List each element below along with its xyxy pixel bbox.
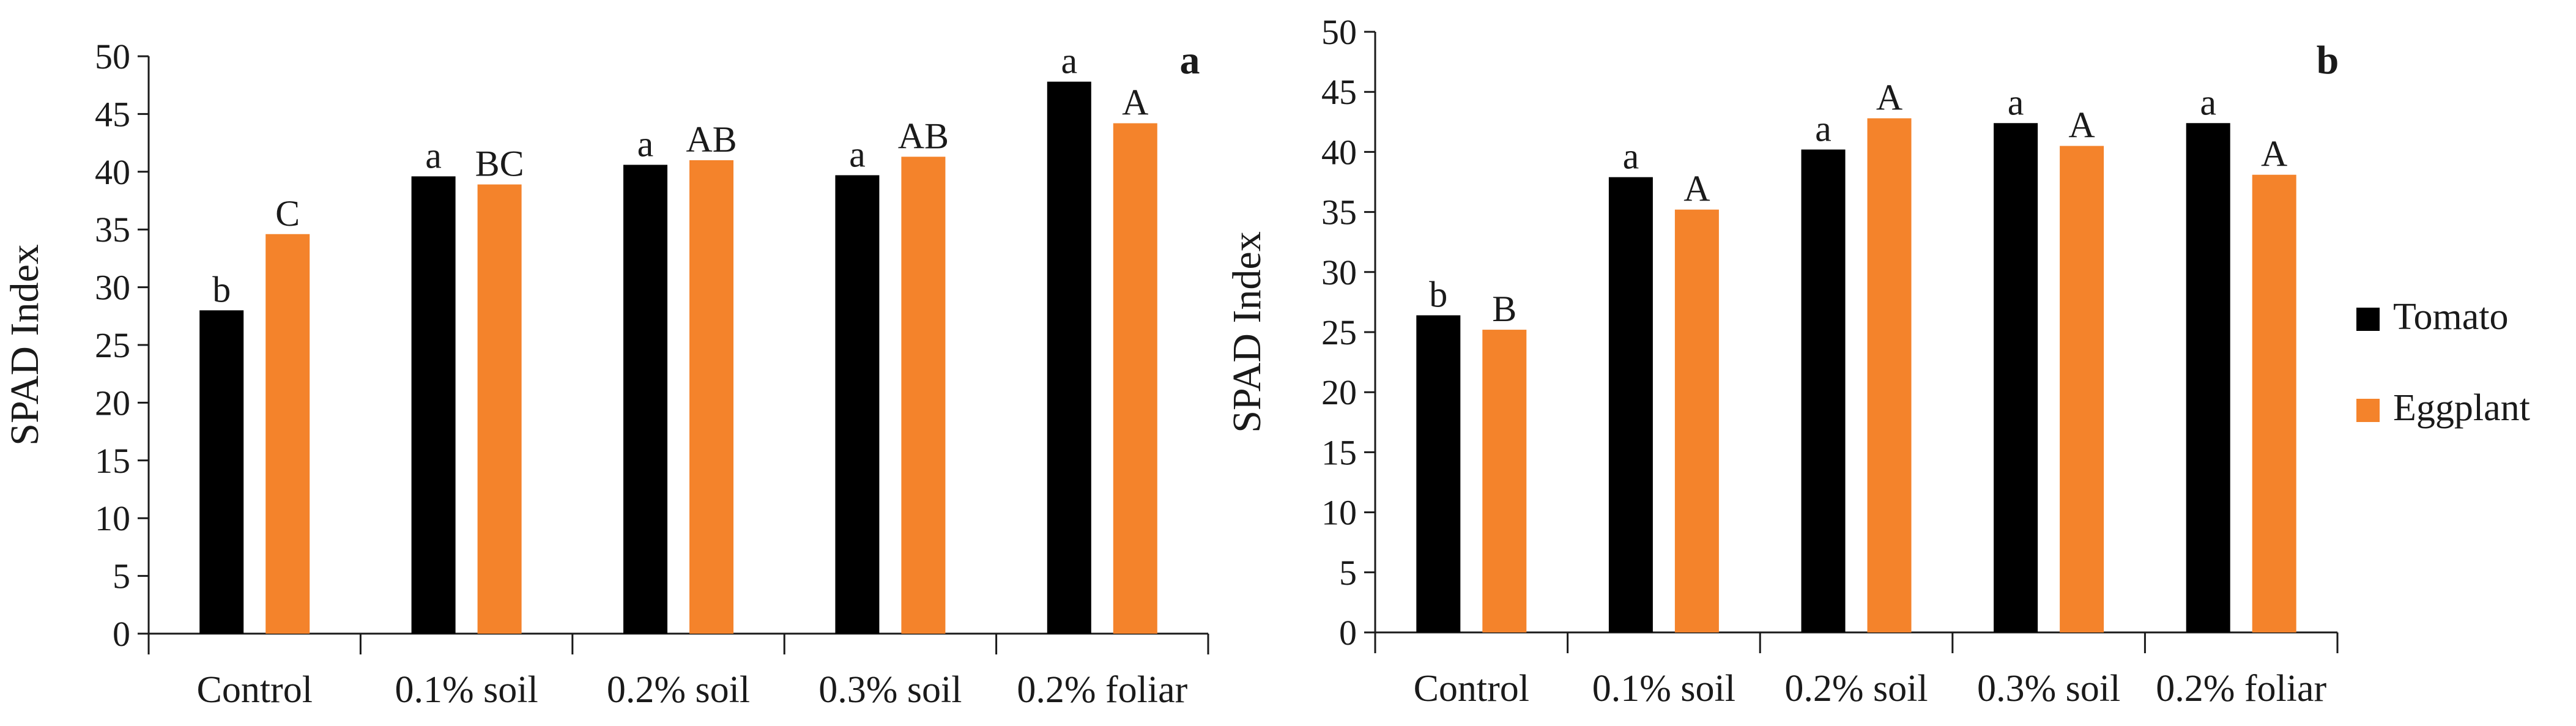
y-tick-label: 35 <box>1321 193 1357 232</box>
y-tick-label: 25 <box>95 325 130 365</box>
y-tick-label: 50 <box>95 37 130 76</box>
y-tick-label: 40 <box>1321 132 1357 172</box>
significance-letter: a <box>1623 136 1639 177</box>
significance-letter: BC <box>475 144 524 184</box>
bar-eggplant <box>689 160 733 634</box>
significance-letter: a <box>2200 82 2216 122</box>
y-tick-label: 45 <box>1321 72 1357 112</box>
bar-eggplant <box>1113 123 1157 634</box>
y-tick-label: 10 <box>95 498 130 538</box>
bar-tomato <box>1994 123 2038 632</box>
legend-swatch-tomato <box>2356 308 2380 331</box>
y-tick-label: 20 <box>1321 372 1357 412</box>
y-tick-label: 25 <box>1321 313 1357 352</box>
significance-letter: AB <box>898 116 949 156</box>
bar-eggplant <box>901 157 946 634</box>
x-tick-label: 0.3% soil <box>818 669 962 711</box>
y-tick-label: 0 <box>1339 613 1357 653</box>
bar-tomato <box>199 310 244 634</box>
panel-tag: b <box>2317 38 2339 83</box>
x-tick-label: 0.2% foliar <box>2156 668 2326 709</box>
significance-letter: a <box>1815 108 1832 149</box>
significance-letter: a <box>637 124 654 164</box>
bar-eggplant <box>1482 330 1527 632</box>
bar-tomato <box>1416 315 1461 632</box>
y-tick-label: 5 <box>1339 553 1357 593</box>
significance-letter: A <box>1876 77 1902 117</box>
y-tick-label: 15 <box>1321 432 1357 472</box>
legend-label-eggplant: Eggplant <box>2393 387 2530 429</box>
significance-letter: a <box>849 134 866 174</box>
x-tick-label: 0.1% soil <box>1592 668 1735 709</box>
bar-tomato <box>1801 149 1846 633</box>
significance-letter: a <box>425 135 442 176</box>
bar-eggplant <box>1867 118 1912 632</box>
x-tick-label: 0.3% soil <box>1977 668 2120 709</box>
significance-letter: AB <box>686 119 737 160</box>
significance-letter: B <box>1492 289 1516 329</box>
y-tick-label: 5 <box>113 557 130 596</box>
bar-tomato <box>411 176 456 634</box>
x-tick-label: 0.1% soil <box>395 669 538 711</box>
bar-tomato <box>1608 177 1653 632</box>
x-tick-label: Control <box>196 669 312 711</box>
chart-panel-b: 0 5 10 15 20 25 30 35 40 45 50 Control 0.1% soil 0.2%… <box>1225 12 2339 709</box>
y-tick-label: 20 <box>95 383 130 423</box>
significance-letter: A <box>2068 105 2095 146</box>
y-tick-label: 45 <box>95 94 130 134</box>
significance-letter: a <box>2008 82 2024 122</box>
x-tick-label: Control <box>1414 668 1529 709</box>
legend-label-tomato: Tomato <box>2393 296 2509 338</box>
bar-eggplant <box>477 184 522 634</box>
y-tick-label: 50 <box>1321 12 1357 52</box>
x-tick-label: 0.2% soil <box>607 669 750 711</box>
panel-tag: a <box>1180 38 1200 83</box>
y-tick-label: 15 <box>95 441 130 481</box>
y-tick-label: 10 <box>1321 493 1357 533</box>
bar-tomato <box>623 165 667 634</box>
bar-eggplant <box>2252 174 2296 632</box>
legend-swatch-eggplant <box>2356 399 2380 422</box>
y-tick-label: 30 <box>95 268 130 308</box>
significance-letter: b <box>212 269 231 309</box>
bar-tomato <box>1047 81 1091 634</box>
significance-letter: C <box>275 193 300 234</box>
y-tick-label: 40 <box>95 152 130 192</box>
y-tick-label: 30 <box>1321 253 1357 292</box>
bar-eggplant <box>1674 209 1719 632</box>
bar-tomato <box>2186 123 2230 632</box>
legend: Tomato Eggplant <box>2356 296 2530 429</box>
x-tick-label: 0.2% foliar <box>1017 669 1187 711</box>
significance-letter: b <box>1429 275 1447 315</box>
bar-eggplant <box>265 234 310 634</box>
y-axis-label: SPAD Index <box>2 244 47 445</box>
x-tick-label: 0.2% soil <box>1784 668 1928 709</box>
significance-letter: A <box>1122 83 1148 123</box>
significance-letter: A <box>2261 134 2287 174</box>
y-tick-label: 35 <box>95 210 130 250</box>
bar-eggplant <box>2060 146 2104 632</box>
significance-letter: A <box>1683 169 1710 209</box>
chart-panel-a: 0 5 10 15 20 25 30 35 40 45 50 Control 0.1% soil 0.2%… <box>2 37 1209 711</box>
y-tick-label: 0 <box>113 614 130 654</box>
y-axis-label: SPAD Index <box>1225 231 1269 432</box>
significance-letter: a <box>1061 41 1077 81</box>
bar-tomato <box>835 175 880 634</box>
